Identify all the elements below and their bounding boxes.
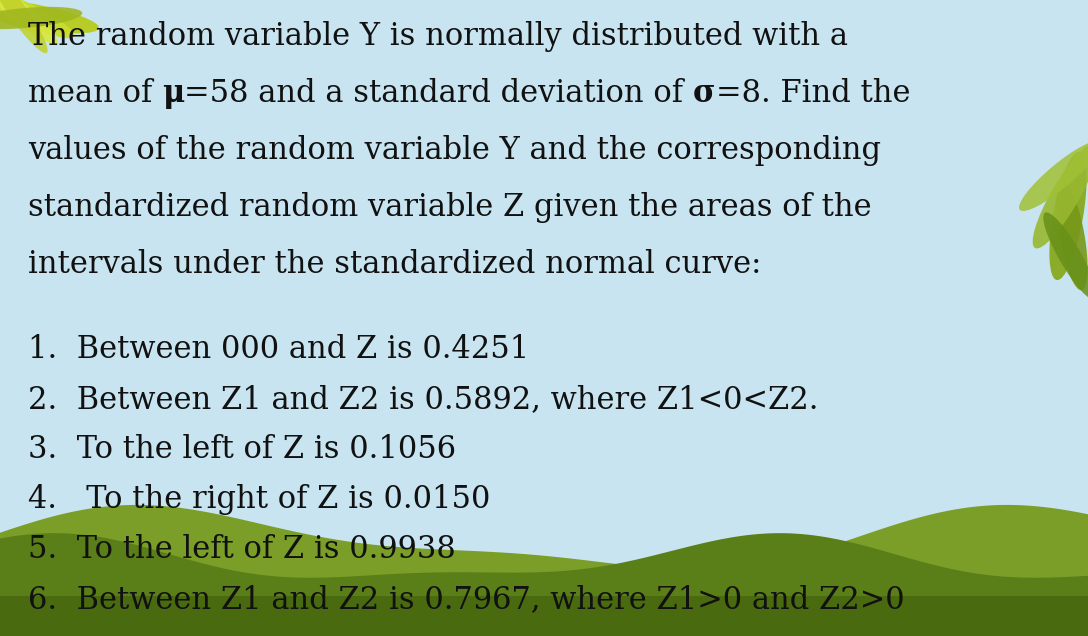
Ellipse shape [1050,152,1087,280]
Text: σ: σ [693,78,716,109]
Text: intervals under the standardized normal curve:: intervals under the standardized normal … [28,249,762,280]
Text: 5.  To the left of Z is 0.9938: 5. To the left of Z is 0.9938 [28,534,456,565]
Text: 3.  To the left of Z is 0.1056: 3. To the left of Z is 0.1056 [28,434,456,465]
Text: The random variable Y is normally distributed with a: The random variable Y is normally distri… [28,21,848,52]
Ellipse shape [0,0,58,44]
Text: =58 and a standard deviation of: =58 and a standard deviation of [184,78,693,109]
Ellipse shape [0,0,75,38]
Text: standardized random variable Z given the areas of the: standardized random variable Z given the… [28,192,871,223]
Ellipse shape [1019,141,1088,211]
Text: 1.  Between 000 and Z is 0.4251: 1. Between 000 and Z is 0.4251 [28,334,529,365]
Text: values of the random variable Y and the corresponding: values of the random variable Y and the … [28,135,881,166]
Text: 2.  Between Z1 and Z2 is 0.5892, where Z1<0<Z2.: 2. Between Z1 and Z2 is 0.5892, where Z1… [28,384,818,415]
Polygon shape [0,533,1088,636]
Text: μ: μ [162,78,184,109]
Text: mean of: mean of [28,78,162,109]
Ellipse shape [0,7,83,29]
Ellipse shape [1043,212,1088,300]
Text: 4.   To the right of Z is 0.0150: 4. To the right of Z is 0.0150 [28,484,491,515]
Text: =8. Find the: =8. Find the [716,78,910,109]
Text: 6.  Between Z1 and Z2 is 0.7967, where Z1>0 and Z2>0: 6. Between Z1 and Z2 is 0.7967, where Z1… [28,584,904,615]
Ellipse shape [1033,144,1088,249]
Ellipse shape [0,0,48,53]
Ellipse shape [0,0,99,33]
FancyBboxPatch shape [0,596,1088,636]
Polygon shape [0,505,1088,636]
Ellipse shape [1056,182,1088,290]
